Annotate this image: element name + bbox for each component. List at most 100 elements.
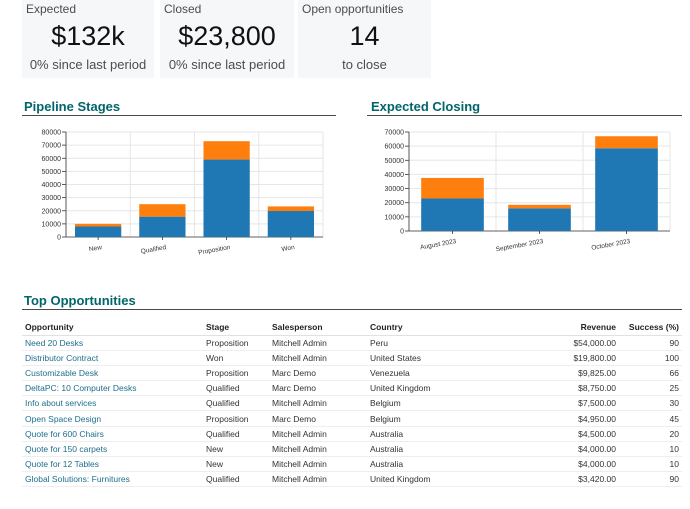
opportunity-cell[interactable]: Quote for 600 Chairs	[22, 426, 203, 442]
success-cell: 66	[619, 365, 682, 382]
opportunity-link[interactable]: Need 20 Desks	[25, 337, 84, 348]
x-tick-label: New	[88, 244, 102, 253]
expected-closing-chart: 0 10000 20000 30000 40000 50000 60000 70000 Augu…	[385, 130, 671, 253]
x-tick-label: October 2023	[591, 238, 631, 252]
revenue-cell: $8,750.00	[527, 380, 619, 397]
bar-segment[interactable]	[139, 204, 186, 217]
divider	[22, 309, 682, 310]
country-cell: Belgium	[367, 410, 527, 427]
table-row[interactable]: Need 20 Desks Proposition Mitchell Admin Pe…	[22, 335, 682, 351]
opportunity-cell[interactable]: Quote for 150 carpets	[22, 441, 203, 458]
opportunity-cell[interactable]: Customizable Desk	[22, 365, 203, 382]
bar-segment[interactable]	[595, 148, 658, 231]
opportunity-link[interactable]: Global Solutions: Furnitures	[25, 474, 130, 485]
stage-cell: New	[203, 456, 269, 473]
opportunity-cell[interactable]: Open Space Design	[22, 410, 203, 427]
y-tick-label: 10000	[42, 221, 62, 228]
opportunity-link[interactable]: Quote for 600 Chairs	[25, 428, 104, 439]
stage-cell: Won	[203, 350, 269, 366]
kpi-value: 14	[349, 21, 380, 51]
opportunity-cell[interactable]: Global Solutions: Furnitures	[22, 471, 203, 488]
revenue-cell: $4,000.00	[527, 456, 619, 473]
kpi-label: Closed	[164, 2, 202, 16]
table-row[interactable]: Quote for 12 Tables New Mitchell Admin Aust…	[22, 456, 682, 473]
bar-segment[interactable]	[421, 198, 484, 231]
table-row[interactable]: Info about services Qualified Mitchell Adm…	[22, 395, 682, 412]
salesperson-cell: Mitchell Admin	[269, 471, 367, 488]
kpi-subtext: 0% since last period	[29, 57, 147, 72]
opportunity-link[interactable]: Customizable Desk	[25, 367, 99, 378]
country-cell: United States	[367, 350, 527, 366]
opportunity-cell[interactable]: Distributor Contract	[22, 350, 203, 366]
opportunity-link[interactable]: Info about services	[25, 398, 97, 409]
bar-segment[interactable]	[139, 216, 186, 237]
bar-segment[interactable]	[595, 136, 658, 149]
column-header-stage[interactable]: Stage	[203, 320, 269, 336]
salesperson-cell: Mitchell Admin	[269, 456, 367, 473]
revenue-cell: $3,420.00	[527, 471, 619, 488]
table-row[interactable]: DeltaPC: 10 Computer Desks Qualified Marc …	[22, 380, 682, 397]
opportunity-cell[interactable]: Quote for 12 Tables	[22, 456, 203, 473]
opportunity-link[interactable]: Distributor Contract	[25, 352, 99, 363]
stage-cell: Proposition	[203, 410, 269, 427]
table-row[interactable]: Quote for 600 Chairs Qualified Mitchell Ad…	[22, 426, 682, 442]
table-row[interactable]: Quote for 150 carpets New Mitchell Admin Au…	[22, 441, 682, 458]
table-row[interactable]: Distributor Contract Won Mitchell Admin Uni…	[22, 350, 682, 366]
bar-segment[interactable]	[74, 226, 122, 238]
success-cell: 90	[619, 335, 682, 351]
y-tick-label: 80000	[42, 130, 62, 137]
column-header-salesperson[interactable]: Salesperson	[269, 320, 367, 336]
y-tick-label: 50000	[385, 158, 405, 165]
bar-segment[interactable]	[267, 206, 315, 212]
column-header-success[interactable]: Success (%)	[619, 320, 682, 336]
expected-closing-title: Expected Closing	[371, 99, 481, 114]
salesperson-cell: Mitchell Admin	[269, 350, 367, 366]
opportunity-link[interactable]: Quote for 150 carpets	[25, 443, 108, 454]
table-row[interactable]: Customizable Desk Proposition Marc Demo Ven…	[22, 365, 682, 382]
country-cell: Venezuela	[367, 365, 527, 382]
country-cell: Australia	[367, 441, 527, 458]
stage-cell: Qualified	[203, 395, 269, 412]
bar-segment[interactable]	[508, 204, 571, 209]
revenue-cell: $19,800.00	[527, 350, 619, 366]
bar-segment[interactable]	[203, 159, 250, 237]
salesperson-cell: Mitchell Admin	[269, 395, 367, 412]
opportunity-link[interactable]: Open Space Design	[25, 413, 102, 424]
stage-cell: Proposition	[203, 335, 269, 351]
revenue-cell: $4,500.00	[527, 426, 619, 442]
y-tick-label: 40000	[42, 182, 62, 189]
divider	[367, 115, 682, 116]
opportunity-cell[interactable]: Info about services	[22, 395, 203, 412]
pipeline-stages-title: Pipeline Stages	[24, 99, 121, 114]
table-row[interactable]: Open Space Design Proposition Marc Demo Bel…	[22, 410, 682, 427]
x-tick-label: Won	[281, 244, 296, 253]
x-tick-label: September 2023	[495, 238, 544, 253]
column-header-opportunity[interactable]: Opportunity	[22, 320, 203, 336]
bar-segment[interactable]	[267, 211, 315, 237]
x-tick-label: Proposition	[198, 244, 232, 257]
opportunity-cell[interactable]: DeltaPC: 10 Computer Desks	[22, 380, 203, 397]
y-tick-label: 30000	[385, 186, 405, 193]
column-header-revenue[interactable]: Revenue	[527, 320, 619, 336]
kpi-closed[interactable]: Closed $23,800 0% since last period	[160, 0, 294, 78]
bar-segment[interactable]	[508, 208, 571, 231]
table-body: Need 20 Desks Proposition Mitchell Admin Pe…	[22, 335, 682, 488]
kpi-expected[interactable]: Expected $132k 0% since last period	[22, 0, 154, 78]
y-tick-label: 20000	[42, 208, 62, 215]
stage-cell: Proposition	[203, 365, 269, 382]
stage-cell: Qualified	[203, 426, 269, 442]
country-cell: United Kingdom	[367, 471, 527, 488]
opportunity-link[interactable]: Quote for 12 Tables	[25, 459, 100, 470]
y-tick-label: 0	[400, 229, 404, 236]
kpi-value: $23,800	[178, 21, 276, 51]
opportunity-link[interactable]: DeltaPC: 10 Computer Desks	[25, 383, 137, 394]
x-tick-label: August 2023	[420, 238, 458, 251]
table-row[interactable]: Global Solutions: Furnitures Qualified Mit…	[22, 471, 682, 488]
kpi-open-opportunities[interactable]: Open opportunities 14 to close	[298, 0, 431, 78]
opportunity-cell[interactable]: Need 20 Desks	[22, 335, 203, 351]
column-header-country[interactable]: Country	[367, 320, 527, 336]
bar-segment[interactable]	[421, 177, 484, 199]
bar-segment[interactable]	[203, 141, 250, 160]
bar-segment[interactable]	[74, 223, 122, 227]
country-cell: United Kingdom	[367, 380, 527, 397]
